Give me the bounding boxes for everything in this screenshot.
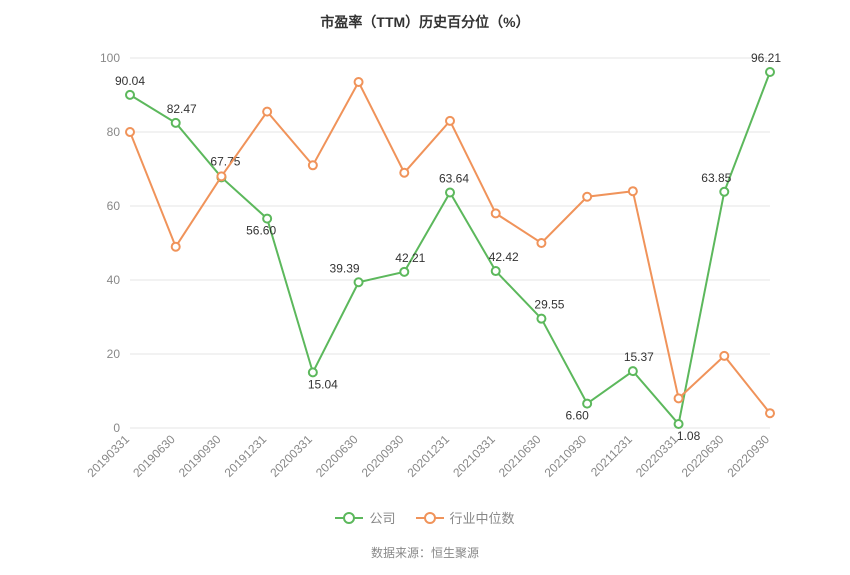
legend-item: 行业中位数 [416,508,515,527]
data-point [400,268,408,276]
x-tick-label: 20190630 [130,432,178,480]
y-tick-label: 80 [107,125,121,139]
data-label: 39.39 [330,261,360,275]
data-label: 6.60 [565,409,589,423]
legend-label: 行业中位数 [450,508,515,527]
data-point [263,108,271,116]
data-label: 15.04 [308,377,338,391]
y-tick-label: 60 [107,199,121,213]
x-tick-label: 20210331 [450,432,498,480]
legend-label: 公司 [369,508,395,527]
legend-marker [416,517,444,519]
data-point [172,243,180,251]
data-point [537,315,545,323]
data-point [766,409,774,417]
data-point [583,400,591,408]
data-label: 96.21 [751,51,781,65]
x-tick-label: 20191231 [222,432,270,480]
data-point [400,169,408,177]
x-tick-label: 20190331 [84,432,132,480]
legend: 公司 行业中位数 [0,507,850,528]
data-label: 15.37 [624,350,654,364]
data-point [720,352,728,360]
data-label: 63.64 [439,172,469,186]
data-point [675,394,683,402]
data-point [492,267,500,275]
data-label: 29.55 [534,298,564,312]
data-label: 63.85 [701,171,731,185]
data-point [583,193,591,201]
chart-container: 市盈率（TTM）历史百分位（%） 02040608010020190331201… [0,0,850,575]
x-tick-label: 20200331 [267,432,315,480]
x-tick-label: 20201231 [404,432,452,480]
chart-plot: 0 20 40 60 80 100 2019033120190630201909302019… [0,0,850,575]
x-tick-label: 20210930 [542,432,590,480]
x-tick-label: 20190930 [176,432,224,480]
source-label: 数据来源：恒生聚源 [0,544,850,561]
y-tick-label: 0 [113,421,120,435]
data-point [629,367,637,375]
data-point [309,161,317,169]
y-tick-label: 100 [100,51,120,65]
data-point [126,91,134,99]
data-point [766,68,774,76]
y-tick-label: 20 [107,347,121,361]
x-tick-label: 20220930 [724,432,772,480]
data-point [355,78,363,86]
data-point [492,209,500,217]
data-point [309,368,317,376]
x-tick-label: 20200930 [359,432,407,480]
legend-marker [335,517,363,519]
legend-dot [426,514,434,522]
data-point [675,420,683,428]
data-label: 1.08 [677,429,701,443]
data-label: 82.47 [167,102,197,116]
data-point [172,119,180,127]
data-label: 56.60 [246,224,276,238]
x-tick-label: 20211231 [588,432,635,479]
data-point [263,215,271,223]
data-point [537,239,545,247]
data-point [629,187,637,195]
y-tick-label: 40 [107,273,121,287]
data-label: 42.21 [395,251,425,265]
x-tick-label: 20200630 [313,432,361,480]
data-point [446,117,454,125]
x-tick-label: 20220331 [633,432,681,480]
legend-dot [345,514,353,522]
data-label: 90.04 [115,74,145,88]
data-label: 42.42 [489,250,519,264]
data-point [355,278,363,286]
legend-item: 公司 [335,508,395,527]
data-point [217,172,225,180]
x-tick-label: 20210630 [496,432,544,480]
data-point [126,128,134,136]
data-point [720,188,728,196]
data-point [446,189,454,197]
